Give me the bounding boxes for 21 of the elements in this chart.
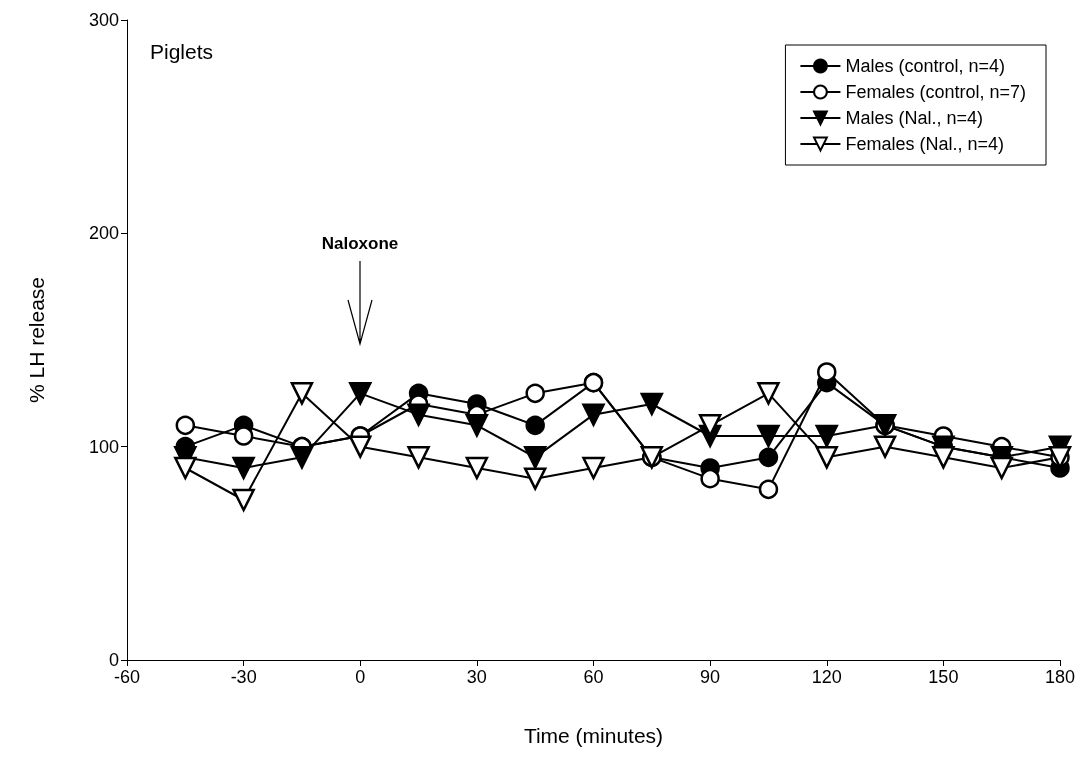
y-tick-label: 300	[88, 10, 119, 30]
x-tick-label: 150	[928, 667, 959, 687]
x-tick-label: 180	[1044, 667, 1076, 687]
x-axis-title: Time (minutes)	[523, 724, 664, 747]
legend-label: Males (Nal., n=4)	[845, 108, 983, 128]
x-tick-label: 120	[811, 667, 842, 687]
x-tick-label: 0	[355, 667, 366, 687]
text: Piglets	[150, 40, 214, 64]
legend-label: Females (Nal., n=4)	[845, 134, 1004, 154]
x-tick-label: 60	[583, 667, 604, 687]
y-tick-label: 100	[88, 436, 119, 457]
y-axis-title: % LH release	[25, 276, 48, 404]
annotation: Naloxone	[321, 234, 399, 254]
x-tick-label: -30	[230, 667, 257, 687]
legend-label: Females (control, n=7)	[845, 82, 1027, 102]
legend-label: Males (control, n=4)	[845, 56, 1006, 76]
y-tick-label: 0	[108, 650, 119, 670]
x-tick-label: -60	[113, 667, 141, 687]
x-tick-label: 90	[700, 667, 721, 687]
y-tick-label: 200	[88, 223, 119, 244]
x-tick-label: 30	[466, 667, 487, 687]
